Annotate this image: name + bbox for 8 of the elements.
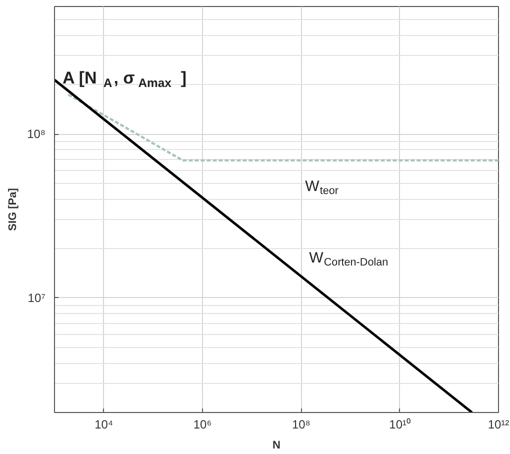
x-axis-title: N <box>272 440 281 452</box>
x-tick-label: 10⁶ <box>193 418 212 432</box>
x-tick-label: 10⁴ <box>94 418 114 432</box>
y-tick-label: 10⁷ <box>28 290 46 305</box>
x-tick-label: 10⁸ <box>292 418 310 432</box>
y-axis-title: SIG [Pa] <box>7 188 20 231</box>
x-tick-label: 10¹² <box>488 418 510 432</box>
x-tick-label: 10¹⁰ <box>389 418 411 432</box>
